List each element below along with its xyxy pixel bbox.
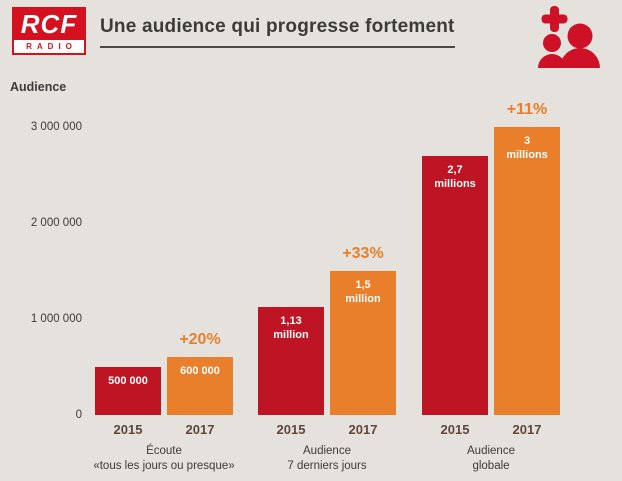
x-axis-year-label: 2017 [348, 422, 378, 437]
logo-subtext: RADIO [26, 42, 77, 51]
bar-group: 500 000 2015 600 000 2017 +20% Écoute «tous le… [93, 83, 234, 472]
bar-value-label: 3 millions [506, 135, 548, 161]
growth-label: +33% [342, 245, 384, 262]
plus-icon [541, 6, 568, 32]
x-axis-year-label: 2015 [276, 422, 306, 437]
bar-value-label: 2,7 millions [434, 164, 476, 190]
bar-value-label: 1,5 million [345, 279, 381, 305]
bar-2015: 2,7 millions [422, 156, 488, 415]
y-tick-label: 3 000 000 [30, 121, 82, 133]
bar-group: 2,7 millions 2015 3 millions 2017 +11% Audience… [422, 83, 560, 472]
bar-value-label: 500 000 [108, 375, 148, 387]
x-axis-year-label: 2015 [113, 422, 143, 437]
bar-2017: 3 millions [494, 127, 560, 415]
y-tick-label: 0 [75, 409, 82, 421]
y-axis-title: Audience [10, 80, 67, 94]
logo-text: RCF [14, 9, 84, 40]
category-label: Audience globale [467, 445, 515, 472]
y-tick-label: 2 000 000 [30, 217, 82, 229]
bar-value-label: 1,13 million [273, 315, 309, 341]
bar-group: 1,13 million 2015 1,5 million 2017 +33% Audienc… [258, 83, 396, 472]
audience-growth-icon [538, 6, 600, 68]
y-tick-label: 1 000 000 [30, 313, 82, 325]
category-label: Écoute «tous les jours ou presque» [93, 445, 235, 472]
page-title: Une audience qui progresse fortement [100, 16, 455, 48]
growth-label: +20% [179, 331, 221, 348]
bar-2017: 600 000 [167, 357, 233, 415]
bar-2015: 1,13 million [258, 307, 324, 415]
growth-label: +11% [506, 101, 548, 118]
category-label: Audience 7 derniers jours [287, 445, 367, 472]
bar-2015: 500 000 [95, 367, 161, 415]
x-axis-year-label: 2017 [185, 422, 215, 437]
rcf-radio-logo: RCF RADIO [12, 7, 86, 55]
x-axis-year-label: 2015 [440, 422, 470, 437]
bar-2017: 1,5 million [330, 271, 396, 415]
bar-value-label: 600 000 [180, 365, 220, 377]
x-axis-year-label: 2017 [512, 422, 542, 437]
people-icon [538, 23, 600, 68]
